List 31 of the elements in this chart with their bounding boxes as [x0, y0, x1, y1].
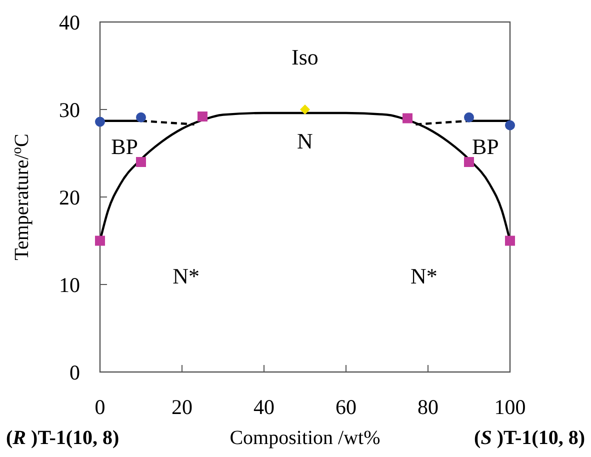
annotation: BP	[472, 134, 499, 159]
x-tick-label: 40	[254, 395, 274, 419]
point	[464, 157, 474, 167]
point	[95, 116, 105, 127]
point	[505, 120, 515, 130]
annotation: N	[297, 128, 314, 154]
point	[136, 112, 146, 122]
y-tick-label: 40	[59, 10, 80, 34]
x-tick-label: 80	[418, 395, 438, 419]
y-tick-label: 10	[59, 272, 80, 297]
x-tick-label: 100	[494, 395, 526, 419]
y-tick-label: 0	[70, 360, 80, 384]
x-tick-label: 20	[172, 395, 192, 419]
point	[300, 104, 310, 114]
annotation: N*	[410, 263, 438, 288]
annotation: BP	[111, 134, 138, 159]
point	[198, 112, 208, 122]
y-tick-label: 20	[59, 185, 80, 210]
annotation: N*	[172, 263, 200, 288]
x-tick-label: 60	[336, 395, 356, 419]
text: (S )T-1(10, 8)	[474, 427, 585, 449]
point	[464, 112, 474, 122]
point	[402, 113, 412, 124]
point	[505, 236, 515, 246]
point	[95, 236, 105, 246]
y-tick-label: 30	[59, 98, 80, 122]
text: (R )T-1(10, 8)	[6, 427, 120, 449]
x-axis-title: Composition /wt%	[230, 427, 380, 449]
x-tick-label: 0	[94, 395, 106, 419]
point	[136, 157, 146, 167]
annotation: Iso	[292, 44, 318, 70]
